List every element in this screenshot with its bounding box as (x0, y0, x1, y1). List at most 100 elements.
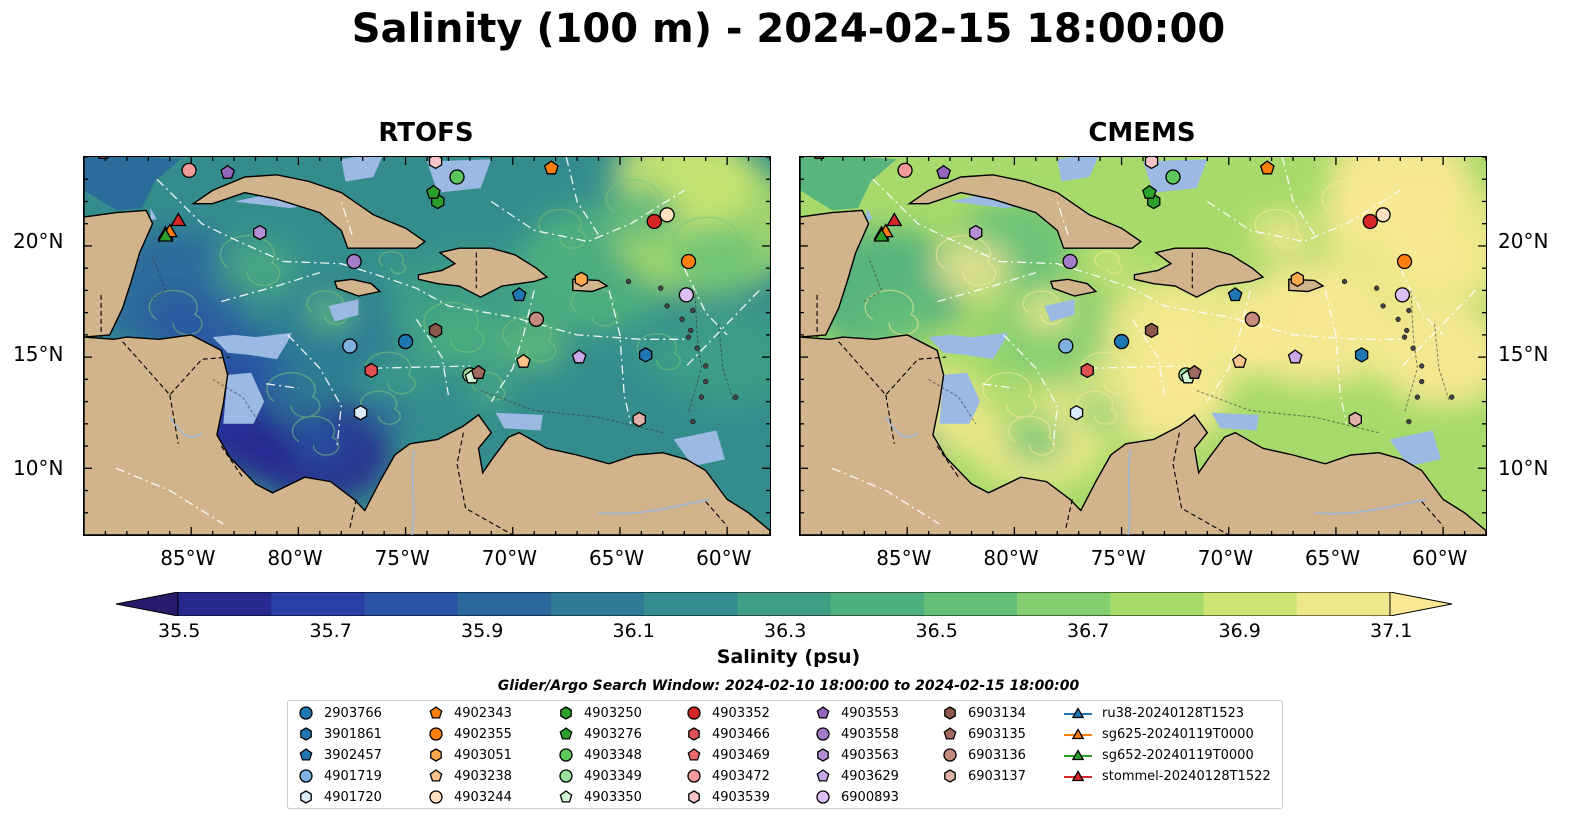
colorbar-segment (737, 592, 832, 616)
lon-tick-label: 65°W (588, 546, 645, 570)
argo-float-3901861 (1354, 347, 1369, 363)
argo-float-4903469 (814, 157, 825, 159)
legend-item: 4903051 (428, 745, 512, 765)
argo-float-4903352 (1362, 213, 1378, 230)
map-rtofs (83, 156, 771, 536)
legend-item-label: 4903558 (841, 726, 899, 742)
legend-item-label: 6903134 (968, 705, 1026, 721)
legend-item: 4903558 (815, 724, 899, 744)
land-jamaica (1049, 278, 1098, 297)
colorbar-label: Salinity (psu) (716, 646, 861, 668)
legend-item: 3901861 (298, 724, 382, 744)
legend-item: 4903472 (686, 766, 770, 786)
pentagon-marker-icon (943, 727, 957, 740)
lesser-antilles (625, 278, 739, 425)
circle-marker-icon (816, 727, 830, 741)
colorbar-segment (644, 592, 738, 616)
lat-tick-label-left: 15°N (13, 342, 64, 366)
colorbar-segment (1017, 592, 1111, 616)
argo-float-6900893 (678, 287, 695, 303)
argo-float-6903135 (1187, 364, 1202, 379)
legend-item: 4903244 (428, 787, 512, 807)
triangle-marker-icon (1064, 770, 1092, 782)
legend-item: sg652-20240119T0000 (1064, 745, 1254, 765)
triangle-marker-icon (1064, 707, 1092, 719)
colorbar-segment (457, 592, 552, 616)
legend-item: sg625-20240119T0000 (1064, 724, 1254, 744)
argo-float-4903563 (253, 224, 267, 241)
glider-stommel-20240128T1522 (886, 212, 903, 227)
lat-tick-label-right: 20°N (1498, 229, 1549, 253)
legend-item: 4902343 (428, 703, 512, 723)
land-jamaica (333, 278, 382, 297)
colorbar-segment (550, 592, 645, 616)
legend-item: 4902355 (428, 724, 512, 744)
legend-item: 4903563 (815, 745, 899, 765)
triangle-marker-icon (1064, 749, 1092, 761)
eez-boundaries (115, 157, 760, 525)
legend-item-label: 4903629 (841, 768, 899, 784)
argo-float-4903466 (1080, 362, 1094, 379)
legend-item: 4903348 (558, 745, 642, 765)
circle-marker-icon (559, 748, 573, 762)
legend-item: ru38-20240128T1523 (1064, 703, 1244, 723)
land-hispaniola (417, 247, 549, 298)
legend-item: 4903238 (428, 766, 512, 786)
shallow-shelf (341, 157, 383, 182)
hexagon-marker-icon (300, 790, 312, 804)
lon-tick-label: 60°W (696, 546, 752, 570)
legend-item-label: 4903051 (454, 747, 512, 763)
legend-item: 4903553 (815, 703, 899, 723)
circle-marker-icon (299, 706, 313, 720)
argo-float-4903244 (659, 207, 675, 223)
legend-item: 6903137 (942, 766, 1026, 786)
panel-title-cmems: CMEMS (1088, 118, 1196, 148)
shallow-shelf (1044, 299, 1075, 322)
colorbar-extend-low (116, 592, 179, 616)
argo-float-6903134 (428, 322, 443, 339)
argo-float-4902343 (1259, 160, 1275, 175)
rivers (169, 416, 711, 535)
glider-sg652-20240119T0000 (873, 227, 890, 242)
colorbar (116, 592, 1452, 616)
lon-tick-label: 75°W (374, 546, 430, 570)
pentagon-marker-icon (299, 748, 313, 761)
argo-float-3902457 (1227, 287, 1243, 302)
legend: 2903766 3901861 3902457 4901719 4901720 49023… (287, 700, 1283, 809)
depth-contours (864, 256, 1451, 434)
pentagon-marker-icon (816, 706, 830, 719)
legend-item-label: ru38-20240128T1523 (1102, 705, 1245, 721)
colorbar-tick-label: 35.9 (461, 620, 504, 642)
argo-float-4903539 (1144, 157, 1159, 170)
argo-float-4903553 (936, 164, 952, 179)
hexagon-marker-icon (817, 748, 829, 762)
argo-float-4903558 (346, 253, 362, 270)
colorbar-frame (177, 592, 1391, 616)
hexagon-marker-icon (944, 769, 956, 783)
circle-marker-icon (687, 706, 701, 720)
legend-item: 6903136 (942, 745, 1026, 765)
legend-item: 4901719 (298, 766, 382, 786)
shallow-shelf (1211, 412, 1259, 431)
argo-float-4903238 (516, 353, 531, 368)
circle-marker-icon (943, 748, 957, 762)
legend-item: 4903276 (558, 724, 642, 744)
legend-item-label: 4903244 (454, 789, 512, 805)
argo-float-4903352 (646, 213, 662, 230)
colorbar-tick-label: 36.7 (1067, 620, 1110, 642)
argo-float-4903553 (220, 164, 236, 179)
colorbar-tick-label: 37.1 (1370, 620, 1413, 642)
land-hispaniola (1133, 247, 1265, 298)
glider-stommel-20240128T1522 (170, 212, 187, 227)
glider-sg652-20240119T0000 (157, 227, 174, 242)
rivers (885, 416, 1427, 535)
axis-ticks (84, 157, 770, 535)
lat-tick-label-left: 10°N (13, 456, 64, 480)
legend-item-label: 4903539 (712, 789, 770, 805)
shallow-shelf (1057, 157, 1099, 182)
lesser-antilles (1341, 278, 1455, 425)
hexagon-marker-icon (430, 748, 442, 762)
colorbar-segment (830, 592, 925, 616)
shallow-shelf (328, 299, 359, 322)
legend-item: 4903539 (686, 787, 770, 807)
